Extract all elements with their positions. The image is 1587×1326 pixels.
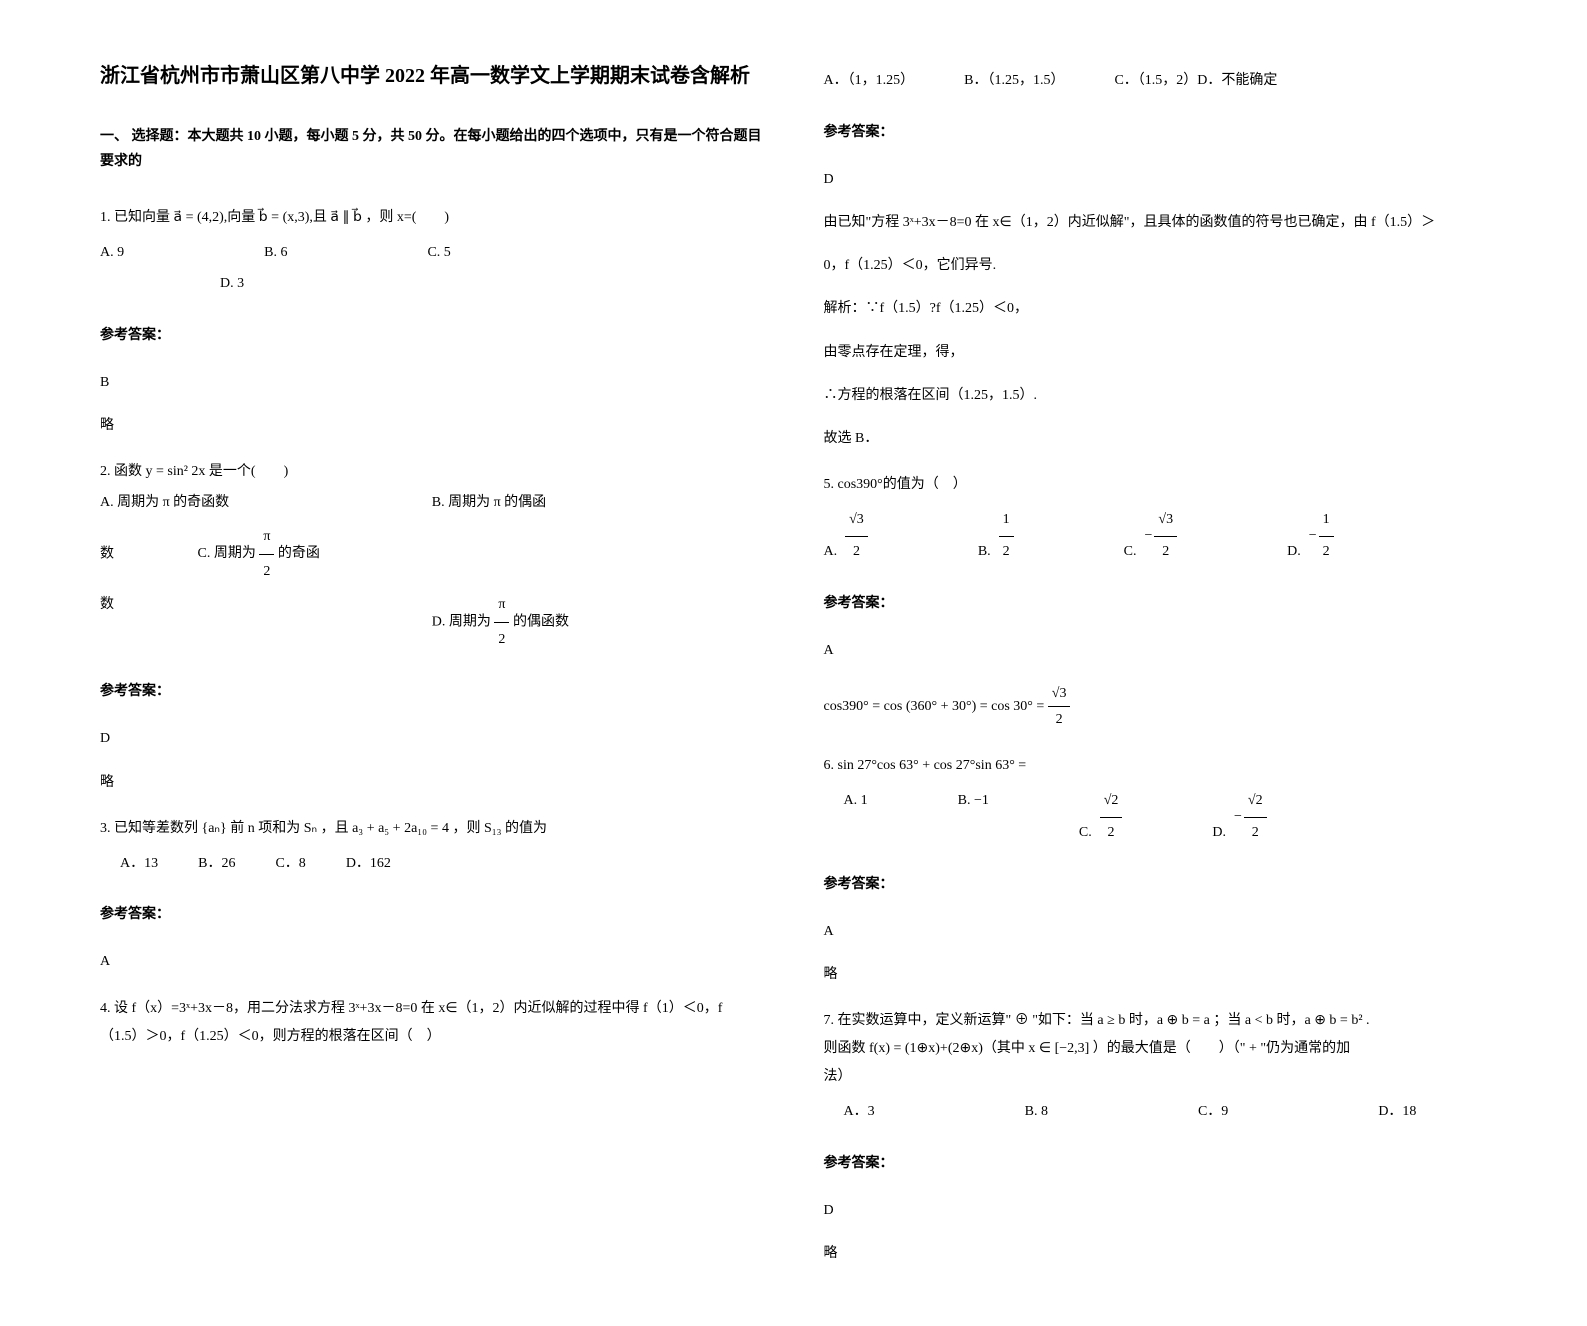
q6-opt-c: C. √22	[1079, 786, 1123, 849]
q7-opt-d: D．18	[1378, 1097, 1416, 1128]
q4-opt-b: B．（1.25，1.5）	[964, 66, 1064, 97]
q1-opt-a: A. 9	[100, 238, 124, 269]
q7-stem-3: 法）	[824, 1063, 1488, 1091]
q5-opt-b: B. 12	[978, 505, 1014, 568]
q7-opt-b: B. 8	[1025, 1097, 1048, 1128]
q5-opt-a: A. √32	[824, 505, 868, 568]
q7-options: A．3 B. 8 C．9 D．18	[824, 1097, 1488, 1128]
q5-opt-c: C. −√32	[1124, 505, 1177, 568]
q1-opt-b: B. 6	[264, 238, 287, 269]
question-1: 1. 已知向量 a⃗ = (4,2),向量 b⃗ = (x,3),且 a⃗ ∥ …	[100, 204, 764, 300]
q1-answer-text: 略	[100, 413, 764, 438]
q5-opt-d: D. −12	[1287, 505, 1334, 568]
q4-answer-letter: D	[824, 167, 1488, 192]
q7-answer-label: 参考答案：	[824, 1152, 1488, 1172]
q3-opt-a: A．13	[120, 849, 158, 880]
q2-opt-b: B. 周期为 π 的偶函	[432, 486, 764, 520]
exam-title: 浙江省杭州市市萧山区第八中学 2022 年高一数学文上学期期末试卷含解析	[100, 60, 764, 92]
q4-expl-6: 故选 B．	[824, 426, 1488, 451]
q1-opt-c: C. 5	[427, 238, 450, 269]
q4-answer-label: 参考答案：	[824, 121, 1488, 141]
question-2: 2. 函数 y = sin² 2x 是一个( ) A. 周期为 π 的奇函数 B…	[100, 458, 764, 656]
q3-answer-letter: A	[100, 949, 764, 974]
q1-options: A. 9 B. 6 C. 5 D. 3	[100, 238, 764, 300]
exam-page: 浙江省杭州市市萧山区第八中学 2022 年高一数学文上学期期末试卷含解析 一、 …	[100, 60, 1487, 1266]
q4-opt-cd: C．（1.5，2）D．不能确定	[1114, 66, 1277, 97]
q4-expl-2: 0，f（1.25）＜0，它们异号.	[824, 253, 1488, 278]
q4-expl-4: 由零点存在定理，得，	[824, 340, 1488, 365]
q7-opt-c: C．9	[1198, 1097, 1228, 1128]
question-3: 3. 已知等差数列 {aₙ} 前 n 项和为 Sₙ ，且 a₃ + a₅ + 2…	[100, 815, 764, 880]
q6-opt-a: A. 1	[844, 786, 868, 849]
q4-expl-5: ∴方程的根落在区间（1.25，1.5）.	[824, 383, 1488, 408]
q7-answer-text: 略	[824, 1241, 1488, 1266]
q2-options: A. 周期为 π 的奇函数 B. 周期为 π 的偶函 数 C. 周期为 π2 的…	[100, 486, 764, 656]
q4-stem-1: 4. 设 f（x）=3ˣ+3x－8，用二分法求方程 3ˣ+3x－8=0 在 x∈…	[100, 995, 764, 1023]
q4-expl-1: 由已知"方程 3ˣ+3x－8=0 在 x∈（1，2）内近似解"，且具体的函数值的…	[824, 210, 1488, 235]
q7-opt-a: A．3	[844, 1097, 875, 1128]
q5-stem: 5. cos390°的值为（ ）	[824, 471, 1488, 499]
q2-opt-c: C. 周期为 π2 的奇函	[198, 546, 320, 561]
q6-answer-text: 略	[824, 962, 1488, 987]
q1-opt-d: D. 3	[100, 269, 764, 300]
q4-opt-a: A．（1，1.25）	[824, 66, 915, 97]
q1-answer-label: 参考答案：	[100, 324, 764, 344]
q5-options: A. √32 B. 12 C. −√32 D. −12	[824, 505, 1488, 568]
right-column: A．（1，1.25） B．（1.25，1.5） C．（1.5，2）D．不能确定 …	[824, 60, 1488, 1266]
q2-opt-a: A. 周期为 π 的奇函数	[100, 486, 432, 520]
q3-opt-b: B．26	[198, 849, 235, 880]
q2-opt-d: D. 周期为 π2 的偶函数	[432, 588, 764, 656]
q6-answer-letter: A	[824, 919, 1488, 944]
question-4: 4. 设 f（x）=3ˣ+3x－8，用二分法求方程 3ˣ+3x－8=0 在 x∈…	[100, 995, 764, 1051]
q7-answer-letter: D	[824, 1198, 1488, 1223]
q3-opt-d: D．162	[346, 849, 391, 880]
q2-opt-b-cont: 数 C. 周期为 π2 的奇函	[100, 520, 764, 588]
q5-answer-letter: A	[824, 638, 1488, 663]
q6-answer-label: 参考答案：	[824, 873, 1488, 893]
section-1-heading: 一、 选择题：本大题共 10 小题，每小题 5 分，共 50 分。在每小题给出的…	[100, 124, 764, 174]
q4-stem-2: （1.5）＞0，f（1.25）＜0，则方程的根落在区间（ ）	[100, 1023, 764, 1051]
question-7: 7. 在实数运算中，定义新运算" ⊕ "如下：当 a ≥ b 时，a ⊕ b =…	[824, 1007, 1488, 1128]
q3-stem: 3. 已知等差数列 {aₙ} 前 n 项和为 Sₙ ，且 a₃ + a₅ + 2…	[100, 815, 764, 843]
q6-opt-d: D. −√22	[1212, 786, 1266, 849]
q1-answer-letter: B	[100, 370, 764, 395]
q3-opt-c: C．8	[275, 849, 305, 880]
question-5: 5. cos390°的值为（ ） A. √32 B. 12 C. −√32 D.…	[824, 471, 1488, 568]
q3-options: A．13 B．26 C．8 D．162	[100, 849, 764, 880]
q5-expl: cos390° = cos (360° + 30°) = cos 30° = √…	[824, 681, 1488, 732]
q2-opt-c-cont: 数	[100, 588, 432, 656]
q4-expl-3: 解析：∵f（1.5）?f（1.25）＜0，	[824, 296, 1488, 321]
q6-options: A. 1 B. −1 C. √22 D. −√22	[824, 786, 1488, 849]
q2-answer-text: 略	[100, 770, 764, 795]
q7-stem-1: 7. 在实数运算中，定义新运算" ⊕ "如下：当 a ≥ b 时，a ⊕ b =…	[824, 1007, 1488, 1035]
q6-stem: 6. sin 27°cos 63° + cos 27°sin 63° =	[824, 752, 1488, 780]
q5-answer-label: 参考答案：	[824, 592, 1488, 612]
q6-opt-b: B. −1	[958, 786, 989, 849]
q4-options: A．（1，1.25） B．（1.25，1.5） C．（1.5，2）D．不能确定	[824, 66, 1488, 97]
question-6: 6. sin 27°cos 63° + cos 27°sin 63° = A. …	[824, 752, 1488, 849]
q3-answer-label: 参考答案：	[100, 903, 764, 923]
q2-answer-label: 参考答案：	[100, 680, 764, 700]
q2-stem: 2. 函数 y = sin² 2x 是一个( )	[100, 458, 764, 486]
left-column: 浙江省杭州市市萧山区第八中学 2022 年高一数学文上学期期末试卷含解析 一、 …	[100, 60, 764, 1266]
q2-answer-letter: D	[100, 726, 764, 751]
q7-stem-2: 则函数 f(x) = (1⊕x)+(2⊕x)（其中 x ∈ [−2,3] ）的最…	[824, 1035, 1488, 1063]
q1-stem: 1. 已知向量 a⃗ = (4,2),向量 b⃗ = (x,3),且 a⃗ ∥ …	[100, 204, 764, 232]
